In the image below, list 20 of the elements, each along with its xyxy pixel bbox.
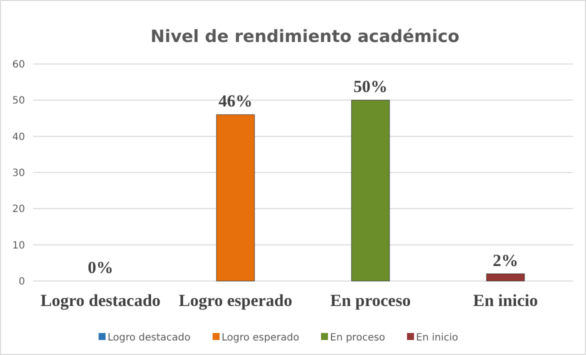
data-label: 2% [492,250,518,270]
y-tick-label: 10 [12,240,25,252]
legend-label: Logro esperado [222,332,300,344]
x-tick-label: Logro destacado [40,291,161,310]
x-tick-label: En inicio [473,291,538,310]
y-tick-label: 40 [12,132,25,143]
x-tick-label: Logro esperado [178,291,292,310]
y-tick-label: 50 [12,96,25,107]
data-label: 0% [88,258,114,277]
data-label: 50% [354,77,388,96]
y-tick-label: 60 [12,60,25,70]
x-tick-label: En proceso [330,291,411,310]
legend-label: En proceso [330,332,386,344]
legend-label: En inicio [416,332,458,344]
chart-title: Nivel de rendimiento académico [150,27,460,47]
y-tick-label: 30 [12,168,25,179]
y-tick-label: 0 [18,276,25,288]
data-label: 46% [218,92,252,111]
y-tick-label: 20 [12,204,25,216]
legend-label: Logro destacado [108,332,191,344]
